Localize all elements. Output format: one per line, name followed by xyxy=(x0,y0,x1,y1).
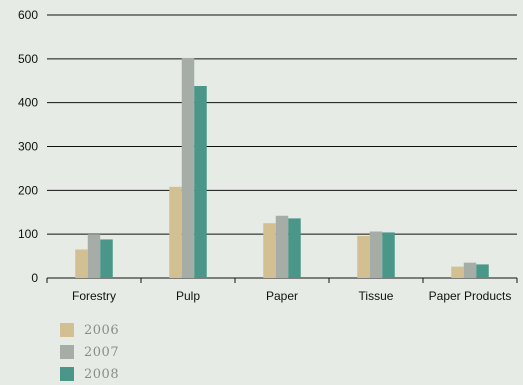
bar-paper-2006 xyxy=(263,223,276,278)
legend: 2006 2007 2008 xyxy=(60,319,119,385)
bar-pulp-2008 xyxy=(194,86,207,278)
bar-forestry-2007 xyxy=(87,234,101,278)
bar-forestry-2008 xyxy=(100,239,113,278)
bar-paper-2008 xyxy=(288,218,301,278)
bar-paper-products-2007 xyxy=(463,262,477,278)
legend-item-2008: 2008 xyxy=(60,363,119,385)
legend-swatch-2006 xyxy=(60,323,74,337)
y-tick-label-200: 200 xyxy=(18,183,38,197)
legend-item-2007: 2007 xyxy=(60,341,119,363)
x-tick-label-tissue: Tissue xyxy=(359,289,394,303)
x-tick-label-paper: Paper xyxy=(266,289,298,303)
legend-item-2006: 2006 xyxy=(60,319,119,341)
legend-label-2008: 2008 xyxy=(84,366,120,382)
y-tick-label-300: 300 xyxy=(18,140,38,154)
legend-label-2007: 2007 xyxy=(84,344,120,360)
bar-forestry-2006 xyxy=(75,249,88,278)
y-tick-label-0: 0 xyxy=(31,271,38,285)
bar-paper-products-2008 xyxy=(476,264,489,278)
legend-swatch-2008 xyxy=(60,367,74,381)
bar-pulp-2006 xyxy=(169,186,182,278)
y-tick-label-100: 100 xyxy=(18,227,38,241)
bar-tissue-2008 xyxy=(382,232,395,278)
bar-pulp-2007 xyxy=(181,57,195,278)
legend-swatch-2007 xyxy=(60,345,74,359)
x-tick-label-forestry: Forestry xyxy=(72,289,116,303)
bar-paper-products-2006 xyxy=(451,266,464,278)
legend-label-2006: 2006 xyxy=(84,322,120,338)
x-tick-label-pulp: Pulp xyxy=(176,289,200,303)
bar-tissue-2006 xyxy=(357,235,370,278)
y-tick-label-600: 600 xyxy=(18,8,38,22)
bar-paper-2007 xyxy=(275,215,289,278)
y-tick-label-500: 500 xyxy=(18,52,38,66)
x-tick-label-paper-products: Paper Products xyxy=(429,289,512,303)
bar-tissue-2007 xyxy=(369,231,383,278)
y-tick-label-400: 400 xyxy=(18,96,38,110)
